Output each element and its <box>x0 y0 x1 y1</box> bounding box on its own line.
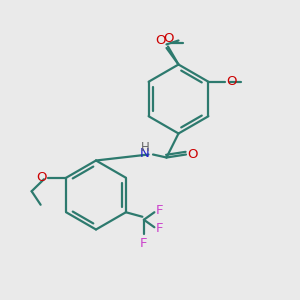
Text: F: F <box>156 204 164 217</box>
Text: H: H <box>141 141 149 154</box>
Text: N: N <box>140 147 149 161</box>
Text: O: O <box>155 34 166 47</box>
Text: O: O <box>163 32 174 45</box>
Text: O: O <box>36 171 46 184</box>
Text: O: O <box>188 148 198 161</box>
Text: F: F <box>156 222 164 235</box>
Text: F: F <box>140 237 148 250</box>
Text: O: O <box>226 75 236 88</box>
